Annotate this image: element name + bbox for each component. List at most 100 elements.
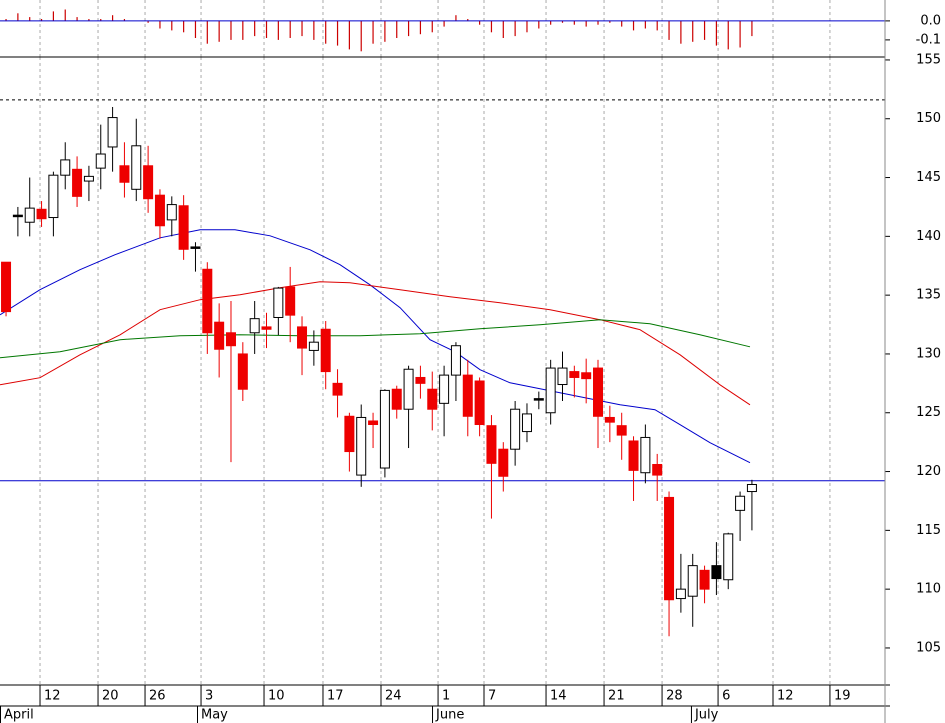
candle-body [687,565,698,597]
y-tick-label: 155 [916,52,941,67]
candle-body [403,368,414,410]
y-tick-label: 110 [916,582,941,597]
candle-body [664,496,675,601]
candle-body [225,332,236,347]
candle-body [202,268,213,334]
candle-body [557,367,568,386]
candle-body [190,246,201,249]
candle-body [415,376,426,384]
candle-body [439,374,450,404]
candle-body [746,483,757,493]
candle-body [391,388,402,410]
price-panel [0,57,885,685]
candle-body [711,565,722,580]
candle-body [498,448,509,477]
x-tick-label: 10 [268,689,285,704]
candle-body [521,413,532,433]
x-tick-label: 26 [889,689,906,704]
x-tick-label: 1 [442,689,450,704]
candle-body [510,408,521,450]
candle-body [462,374,473,417]
candle-body [699,569,710,590]
indicator-panel [0,0,885,57]
x-tick-label: 21 [608,689,625,704]
candle-body [273,287,284,318]
candle-body [474,380,485,426]
month-label: July [694,708,719,723]
x-tick-label: 14 [550,689,567,704]
candle-body [723,533,734,581]
candle-body [1,261,12,313]
x-tick-label: 28 [666,689,683,704]
moving-average [0,319,751,359]
candle-body [320,328,331,373]
y-tick-label: 105 [916,640,941,655]
candle-body [616,425,627,436]
y-tick-label: 125 [916,405,941,420]
candle-body [107,117,118,148]
candle-body [735,495,746,511]
candle-body [628,440,639,471]
candle-body [356,416,367,476]
candle-body [297,326,308,349]
y-tick-label: 0.0 [920,13,941,28]
candle-body [48,174,59,219]
candle-body [675,588,686,600]
x-tick-label: 26 [149,689,166,704]
x-tick-label: 7 [488,689,496,704]
x-tick-label: 19 [834,689,851,704]
y-tick-label: -0.1 [916,32,941,47]
x-tick-label: 20 [102,689,119,704]
candle-body [166,204,177,221]
candle-body [379,389,390,469]
moving-average [0,281,751,406]
candle-body [12,214,23,218]
candle-body [143,165,154,200]
y-tick-label: 145 [916,170,941,185]
x-tick-label: 3 [205,689,213,704]
candle-body [604,416,615,423]
candle-body [652,463,663,476]
candle-body [214,321,225,350]
candle-body [640,436,651,474]
candle-body [83,175,94,182]
candle-body [131,145,142,190]
candle-body [119,165,130,183]
y-axis: 0.0 -0.1 105 110 115 120 125 130 135 140 145 150 155 [885,13,941,655]
x-tick-label: 6 [722,689,730,704]
candle-body [569,371,580,378]
month-label: June [435,708,464,723]
x-tick-label: 12 [44,689,61,704]
x-tick-label: 24 [385,689,402,704]
candle-body [285,286,296,316]
candle-body [533,398,544,401]
candle-body [154,194,165,227]
y-tick-label: 135 [916,288,941,303]
candle-body [60,159,71,176]
candle-body [486,425,497,464]
candle-body [178,205,189,250]
candle-body [261,326,272,330]
month-label: April [4,708,34,723]
candle-body [72,168,83,197]
y-tick-label: 115 [916,523,941,538]
candle-body [237,353,248,390]
y-tick-label: 140 [916,229,941,244]
candle-body [450,345,461,376]
candle-body [344,415,355,453]
candle-body [95,153,106,169]
y-tick-label: 120 [916,464,941,479]
candle-body [581,372,592,380]
candle-body [308,341,319,351]
candle-body [24,207,35,223]
candle-body [368,420,379,426]
x-tick-label: 17 [327,689,344,704]
y-tick-label: 130 [916,346,941,361]
candle-body [249,318,260,334]
candle-body [593,367,604,417]
candle-body [427,388,438,410]
candle-body [36,208,47,220]
